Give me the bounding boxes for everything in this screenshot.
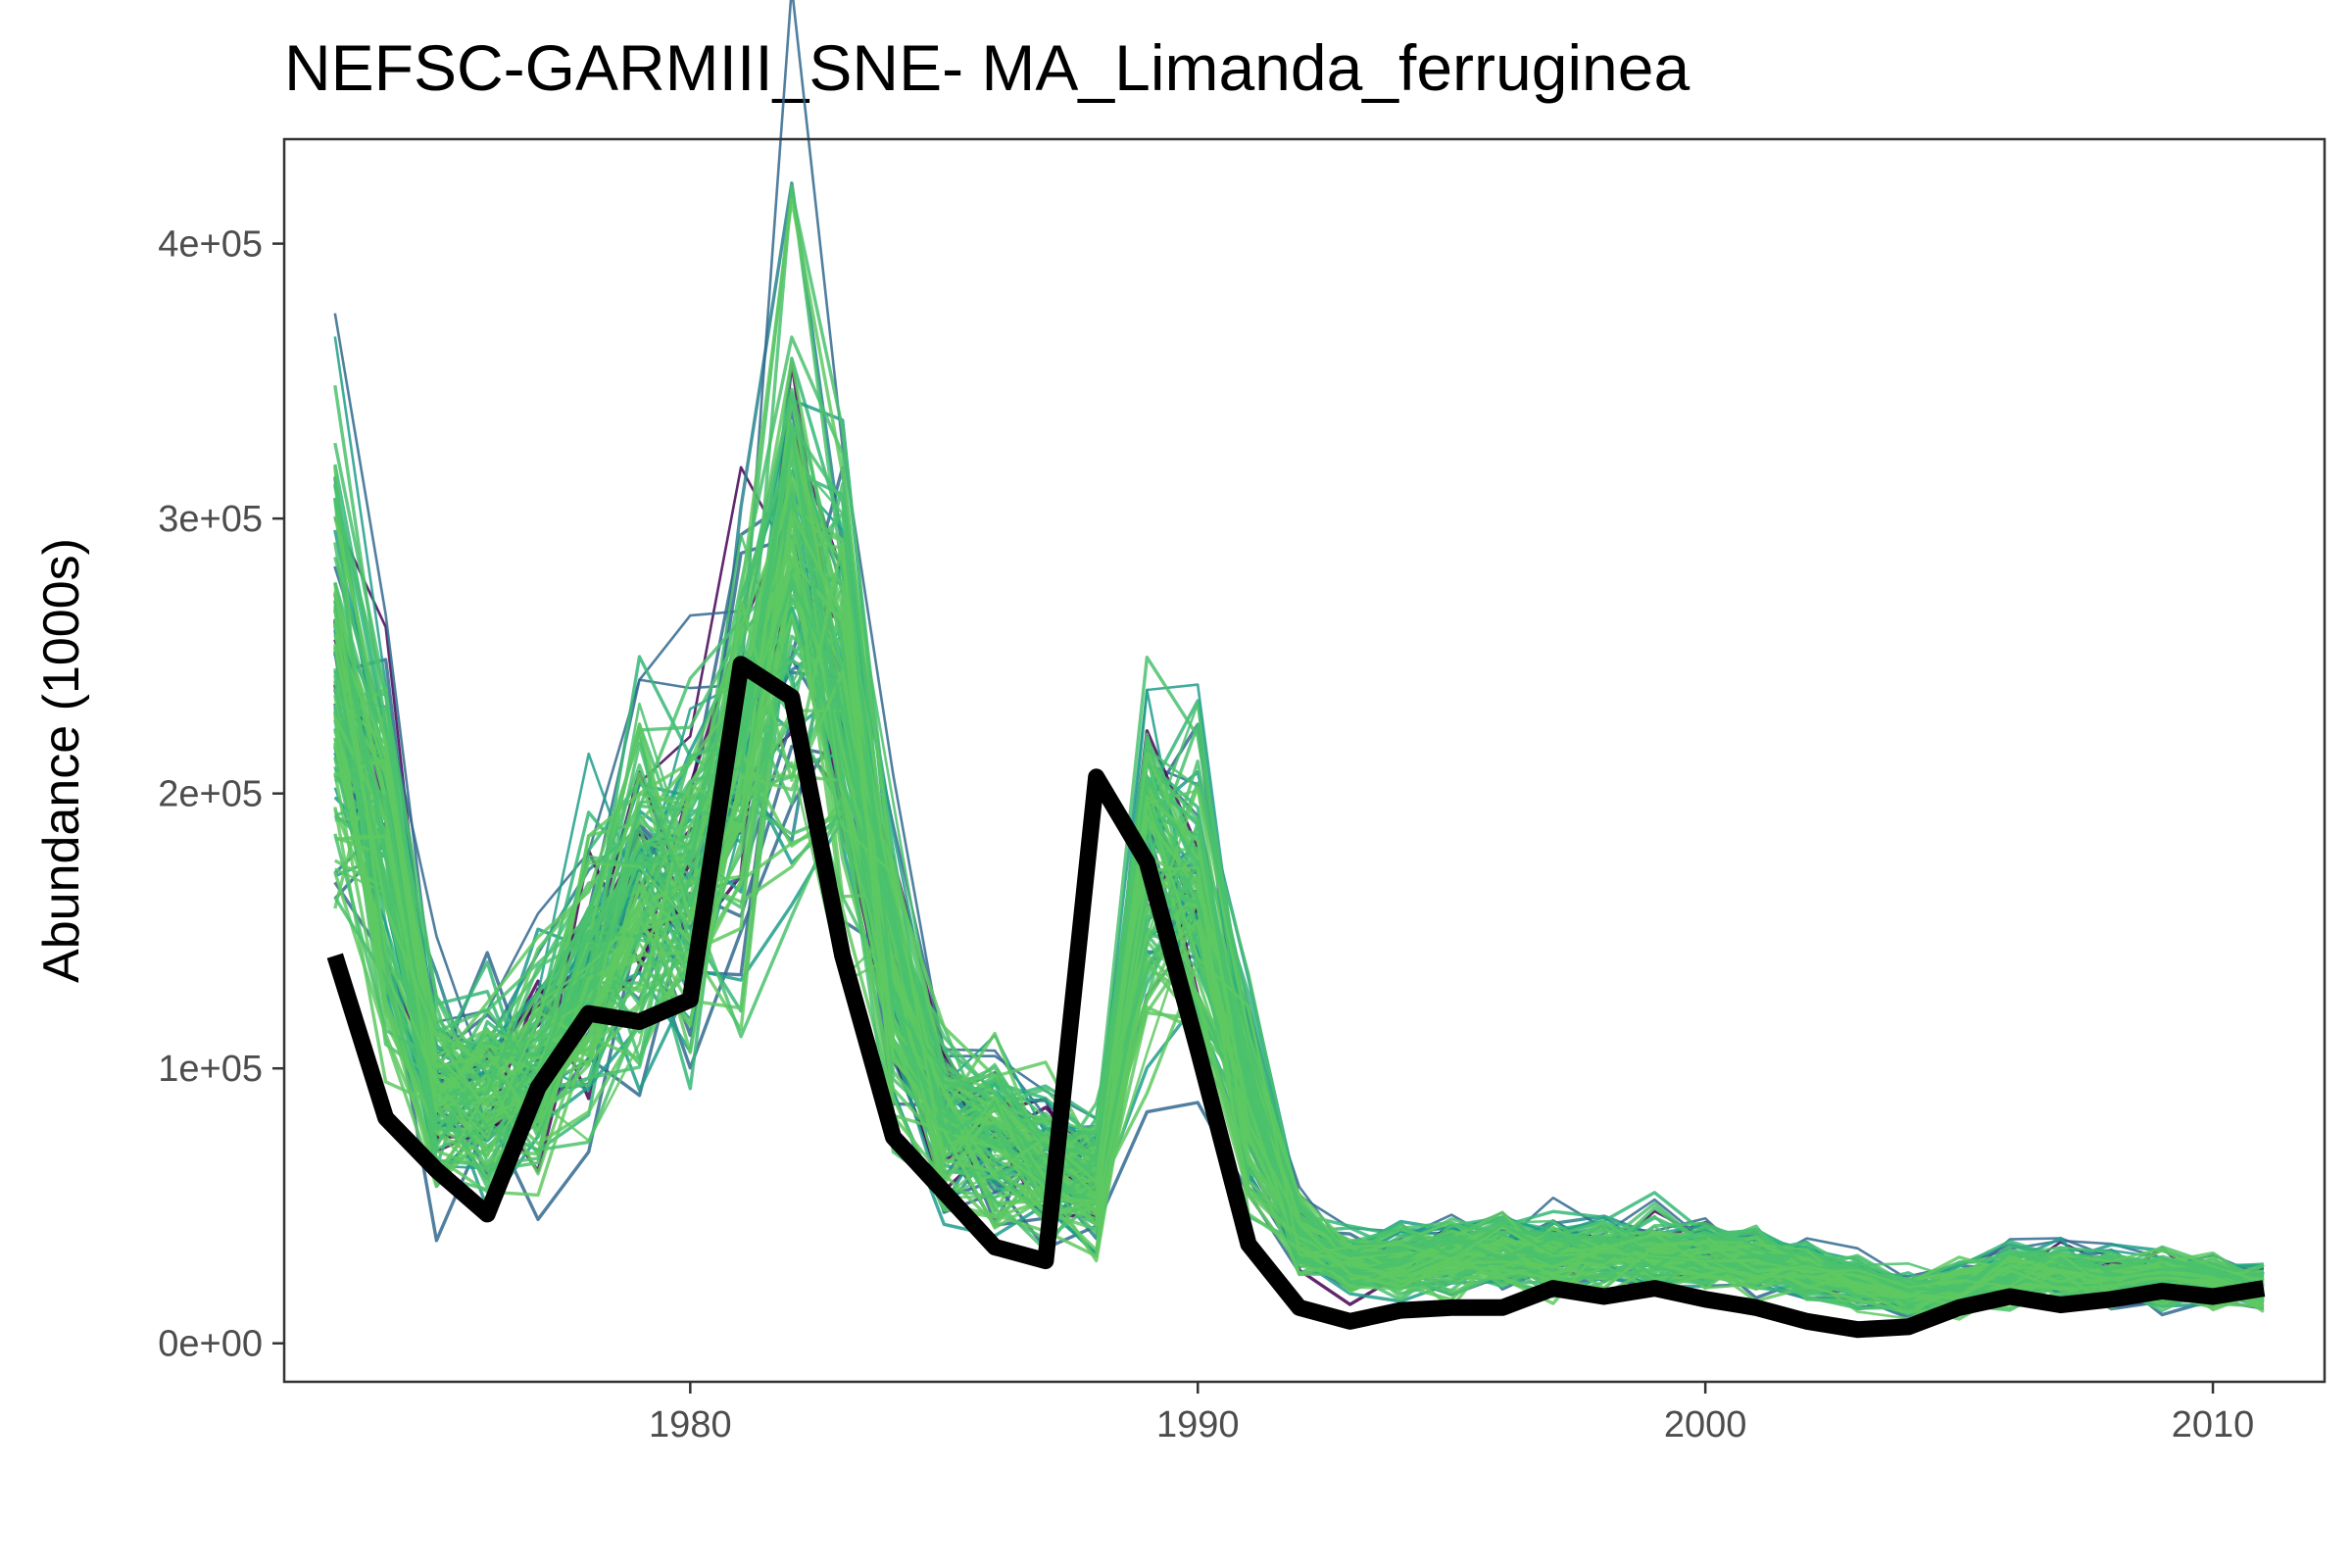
ensemble-line — [333, 491, 2265, 1293]
ensemble-line — [333, 183, 2265, 1290]
ensemble-line — [333, 387, 2265, 1306]
x-tick-label: 1990 — [1156, 1404, 1240, 1446]
ensemble-line — [333, 189, 2265, 1283]
y-tick-label: 0e+00 — [158, 1324, 263, 1365]
x-axis: 1980 1990 2000 2010 — [649, 1382, 2254, 1446]
y-tick-label: 2e+05 — [158, 774, 263, 815]
ensemble-line — [333, 399, 2264, 1296]
chart-title: NEFSC-GARMIII_SNE- MA_Limanda_ferruginea — [284, 31, 1690, 104]
x-tick-label: 2010 — [2172, 1404, 2255, 1446]
y-tick-label: 1e+05 — [158, 1049, 263, 1090]
ensemble-line — [333, 585, 2264, 1305]
ensemble-line — [333, 510, 2265, 1310]
ensemble-line — [333, 0, 2265, 1284]
y-axis-label: Abundance (1000s) — [33, 538, 90, 983]
x-tick-label: 1980 — [649, 1404, 732, 1446]
y-axis: 0e+00 1e+05 2e+05 3e+05 4e+05 — [158, 224, 284, 1365]
ensemble-lines — [333, 0, 2265, 1321]
ensemble-line — [333, 181, 2264, 1292]
x-tick-label: 2000 — [1664, 1404, 1747, 1446]
ensemble-line — [333, 423, 2265, 1296]
observed-series — [326, 656, 2266, 1339]
y-tick-label: 4e+05 — [158, 224, 263, 266]
ensemble-line — [333, 669, 2265, 1299]
panel-border — [282, 137, 2327, 1384]
y-tick-label: 3e+05 — [158, 499, 263, 540]
